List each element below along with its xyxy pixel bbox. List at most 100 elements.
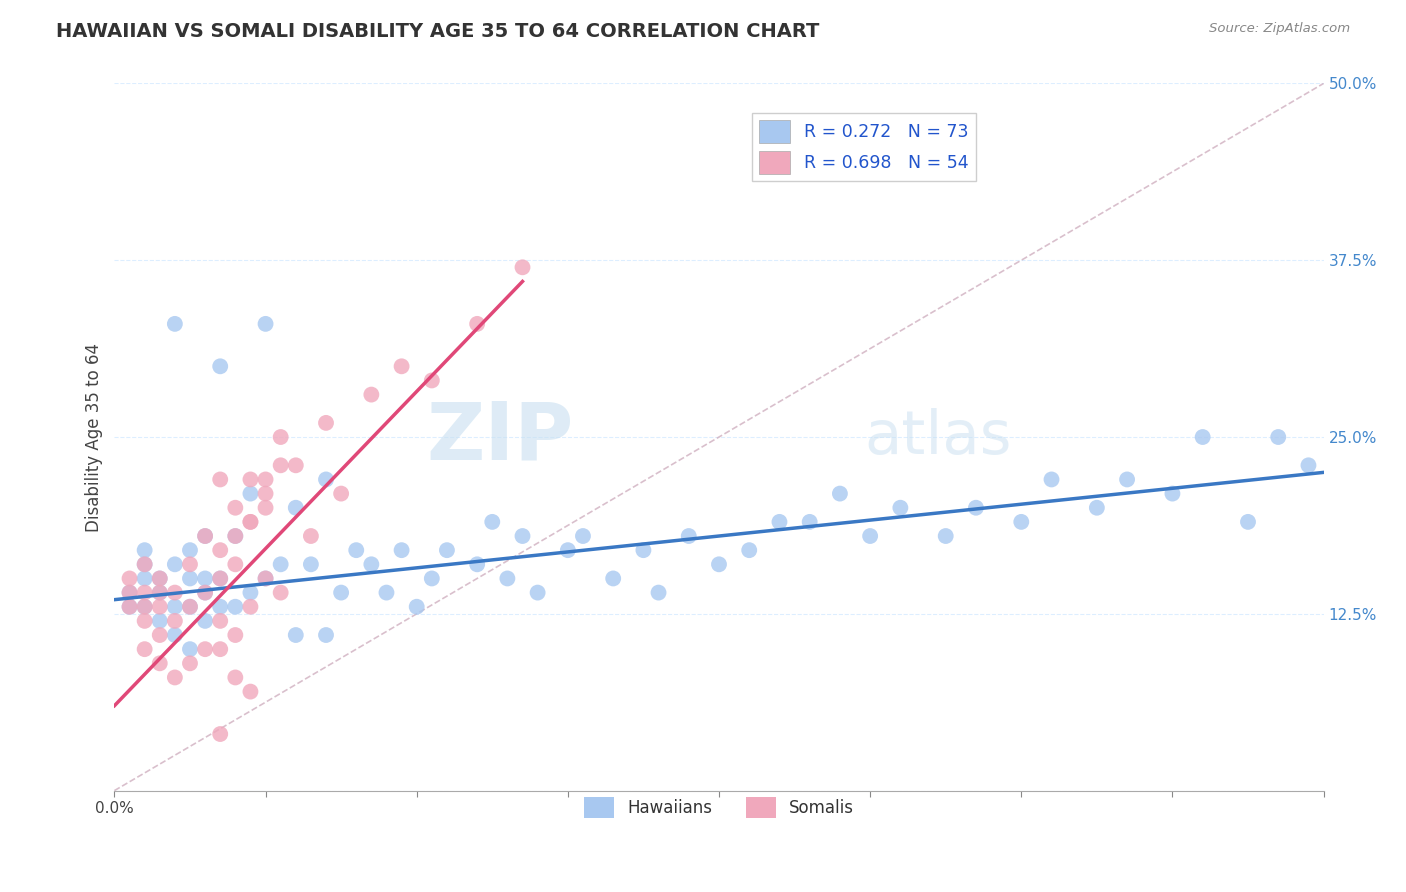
Point (149, 628, 172, 642)
Point (254, 317, 277, 331)
Point (118, 585, 141, 599)
Point (224, 628, 246, 642)
Point (496, 571, 519, 585)
Point (163, 614, 186, 628)
Text: atlas: atlas (865, 408, 1011, 467)
Point (526, 585, 548, 599)
Point (134, 642, 156, 657)
Point (134, 599, 156, 614)
Point (1267, 430, 1289, 444)
Point (1116, 473, 1139, 487)
Point (134, 599, 156, 614)
Point (239, 515, 262, 529)
Text: Source: ZipAtlas.com: Source: ZipAtlas.com (1209, 22, 1350, 36)
Point (194, 642, 217, 657)
Point (557, 543, 579, 558)
Point (209, 571, 232, 585)
Point (194, 585, 217, 599)
Point (179, 571, 201, 585)
Point (209, 571, 232, 585)
Point (315, 416, 337, 430)
Point (254, 571, 277, 585)
Point (512, 260, 534, 275)
Point (194, 529, 217, 543)
Point (239, 684, 262, 698)
Point (224, 558, 246, 572)
Point (465, 317, 488, 331)
Point (299, 529, 322, 543)
Point (1040, 473, 1063, 487)
Point (118, 599, 141, 614)
Point (209, 473, 232, 487)
Point (315, 473, 337, 487)
Point (678, 529, 700, 543)
Point (799, 515, 821, 529)
Point (391, 359, 413, 374)
Point (1237, 515, 1260, 529)
Point (889, 500, 911, 515)
Point (179, 543, 201, 558)
Point (512, 529, 534, 543)
Point (134, 558, 156, 572)
Point (194, 529, 217, 543)
Point (768, 515, 790, 529)
Point (118, 571, 141, 585)
Point (633, 543, 655, 558)
Point (239, 486, 262, 500)
Point (163, 558, 186, 572)
Y-axis label: Disability Age 35 to 64: Disability Age 35 to 64 (86, 343, 103, 532)
Legend: Hawaiians, Somalis: Hawaiians, Somalis (578, 790, 860, 825)
Point (239, 599, 262, 614)
Point (239, 515, 262, 529)
Point (375, 585, 398, 599)
Point (270, 585, 292, 599)
Point (420, 374, 443, 388)
Point (118, 599, 141, 614)
Point (224, 500, 246, 515)
Point (299, 558, 322, 572)
Point (1191, 430, 1213, 444)
Point (284, 500, 307, 515)
Point (707, 558, 730, 572)
Point (194, 614, 217, 628)
Point (209, 614, 232, 628)
Point (224, 529, 246, 543)
Point (436, 543, 458, 558)
Point (179, 642, 201, 657)
Point (270, 558, 292, 572)
Point (481, 515, 503, 529)
Point (134, 558, 156, 572)
Point (179, 657, 201, 671)
Point (179, 599, 201, 614)
Point (1085, 500, 1108, 515)
Point (163, 670, 186, 684)
Point (149, 585, 172, 599)
Point (149, 614, 172, 628)
Point (391, 543, 413, 558)
Point (209, 727, 232, 741)
Point (828, 486, 851, 500)
Point (935, 529, 957, 543)
Point (134, 571, 156, 585)
Point (209, 359, 232, 374)
Point (179, 599, 201, 614)
Point (602, 571, 624, 585)
Text: ZIP: ZIP (426, 398, 574, 476)
Point (315, 628, 337, 642)
Point (572, 529, 595, 543)
Point (405, 599, 427, 614)
Point (118, 585, 141, 599)
Point (965, 500, 987, 515)
Point (224, 599, 246, 614)
Point (163, 317, 186, 331)
Point (239, 473, 262, 487)
Point (163, 599, 186, 614)
Text: HAWAIIAN VS SOMALI DISABILITY AGE 35 TO 64 CORRELATION CHART: HAWAIIAN VS SOMALI DISABILITY AGE 35 TO … (56, 22, 820, 41)
Point (647, 585, 669, 599)
Point (254, 500, 277, 515)
Point (254, 486, 277, 500)
Point (149, 585, 172, 599)
Point (209, 543, 232, 558)
Point (149, 571, 172, 585)
Point (360, 387, 382, 401)
